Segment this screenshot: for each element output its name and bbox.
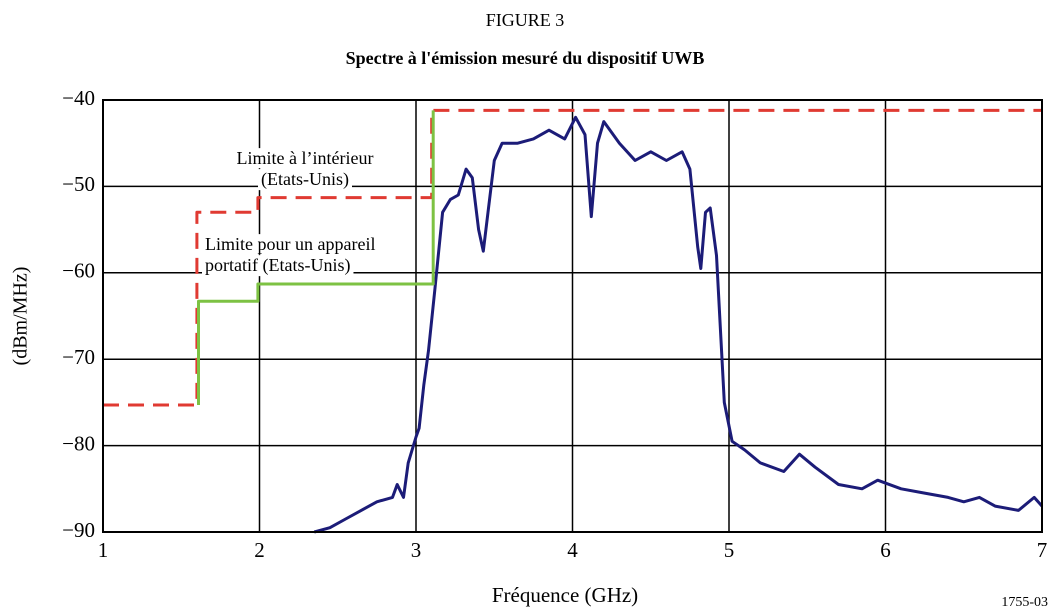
x-tick-label: 4 (567, 538, 578, 562)
annotation-text: Limite pour un appareil (205, 234, 375, 254)
y-axis-label: (dBm/MHz) (10, 267, 32, 366)
x-axis-label: Fréquence (GHz) (492, 583, 638, 607)
annotation-background (202, 255, 354, 277)
series-line (197, 110, 435, 405)
lines (103, 108, 1044, 534)
annotation-text: (Etats-Unis) (261, 169, 349, 190)
x-tick-label: 1 (98, 538, 109, 562)
chart-title: FIGURE 3 (486, 10, 565, 30)
annotation-background (258, 169, 352, 191)
y-tick-label: −90 (62, 518, 95, 542)
y-tick-label: −60 (62, 259, 95, 283)
x-tick-label: 7 (1037, 538, 1048, 562)
y-tick-label: −80 (62, 431, 95, 455)
series-line (313, 115, 1044, 534)
y-tick-label: −40 (62, 86, 95, 110)
annotation-background (233, 148, 377, 169)
annotation-text: Limite à l’intérieur (237, 148, 374, 168)
y-tick-label: −50 (62, 172, 95, 196)
x-tick-label: 6 (880, 538, 891, 562)
x-tick-label: 5 (724, 538, 735, 562)
y-tick-label: −70 (62, 345, 95, 369)
plot-frame (102, 99, 1043, 533)
figure-note: 1755-03 (1001, 595, 1048, 610)
annotations: Limite à l’intérieur(Etats-Unis) Limite p… (205, 148, 375, 276)
annotation-text: portatif (Etats-Unis) (205, 255, 350, 276)
x-tick-label: 2 (254, 538, 265, 562)
annotation-background (202, 234, 379, 255)
x-tick-label: 3 (411, 538, 422, 562)
chart-subtitle: Spectre à l'émission mesuré du dispositi… (346, 48, 705, 68)
ticks: −40 −50 −60 −70 −80 −901 2 3 4 5 6 7 (62, 86, 1047, 562)
